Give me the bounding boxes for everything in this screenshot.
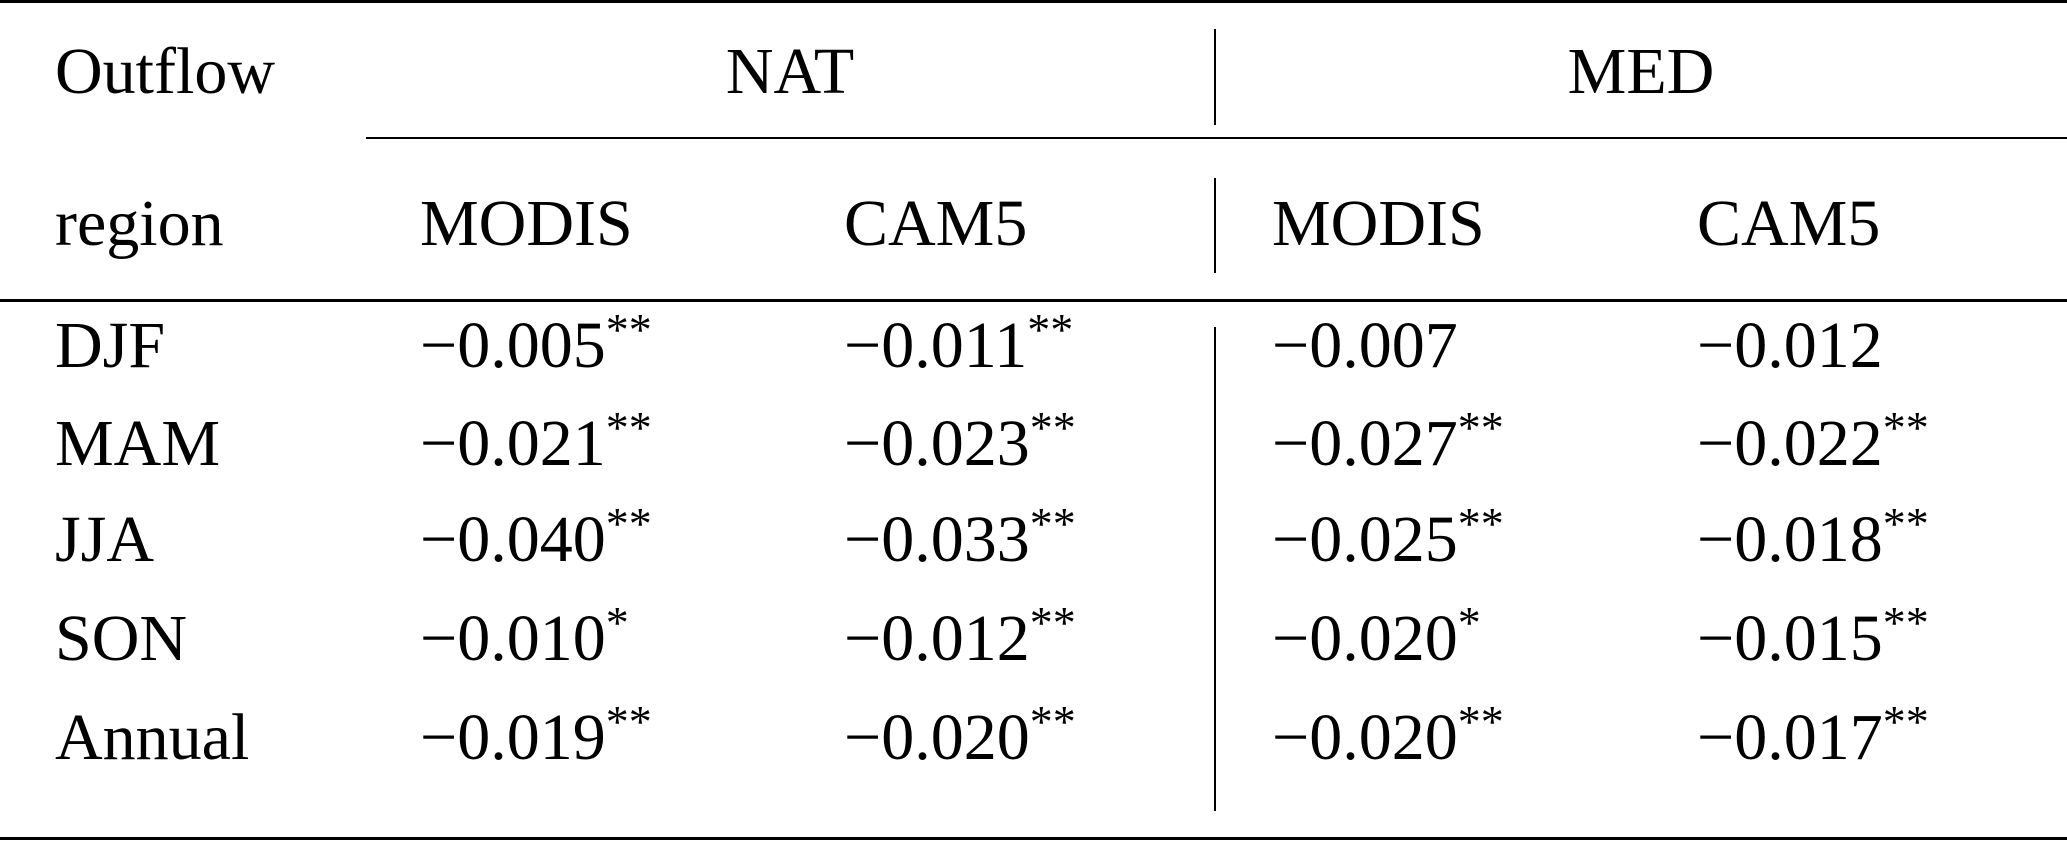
table-cell: −0.023** [844,402,1076,484]
significance-marker: ** [1029,498,1076,549]
column-header: CAM5 [844,187,1028,260]
table-cell: −0.012 [1697,306,1883,386]
cell-value: −0.023 [844,407,1030,480]
significance-marker: ** [1882,498,1929,549]
significance-marker: ** [605,498,652,549]
significance-marker: ** [1027,304,1074,355]
cell-value: −0.020 [1272,701,1458,774]
cell-value: −0.033 [844,503,1030,576]
significance-marker: ** [605,696,652,747]
cell-value: −0.018 [1697,503,1883,576]
group-header-med: MED [1567,35,1715,108]
column-divider [1214,29,1216,125]
table-cell: −0.010* [420,597,629,679]
row-label: SON [55,602,188,675]
table-cell: −0.020* [1272,597,1481,679]
cell-value: −0.017 [1697,701,1883,774]
column-divider [1214,327,1216,811]
significance-marker: ** [1457,696,1504,747]
header-rule [0,299,2067,302]
table-cell: −0.015** [1697,597,1929,679]
cell-value: −0.021 [420,407,606,480]
cell-value: −0.027 [1272,407,1458,480]
table-cell: −0.033** [844,498,1076,580]
row-label: DJF [55,309,166,382]
column-header: MODIS [420,187,633,260]
table-cell: −0.007 [1272,306,1458,386]
cell-value: −0.040 [420,503,606,576]
cell-value: −0.019 [420,701,606,774]
column-divider [1214,178,1216,273]
table-cell: −0.017** [1697,696,1929,778]
cell-value: −0.007 [1272,309,1458,382]
table-cell: −0.021** [420,402,652,484]
significance-marker: ** [605,304,652,355]
significance-marker: * [1457,597,1481,648]
significance-marker: ** [605,402,652,453]
table-cell: −0.020** [1272,696,1504,778]
cell-value: −0.022 [1697,407,1883,480]
column-header: CAM5 [1697,187,1881,260]
cell-value: −0.005 [420,309,606,382]
cell-value: −0.012 [844,602,1030,675]
bottom-rule [0,837,2067,840]
column-header: MODIS [1272,187,1485,260]
significance-marker: * [605,597,629,648]
top-rule [0,0,2067,3]
table-cell: −0.019** [420,696,652,778]
cell-value: −0.015 [1697,602,1883,675]
row-label: JJA [55,503,155,576]
significance-marker: ** [1029,402,1076,453]
cell-value: −0.025 [1272,503,1458,576]
significance-marker: ** [1882,696,1929,747]
group-rule [366,137,2067,139]
group-header-nat: NAT [725,35,855,108]
significance-marker: ** [1029,597,1076,648]
table-cell: −0.005** [420,304,652,386]
table-cell: −0.025** [1272,498,1504,580]
row-header-label: region [55,187,224,260]
cell-value: −0.011 [844,309,1028,382]
row-label: Annual [55,701,250,774]
table-cell: −0.020** [844,696,1076,778]
cell-value: −0.020 [1272,602,1458,675]
table-cell: −0.011** [844,304,1074,386]
table-cell: −0.018** [1697,498,1929,580]
table-cell: −0.022** [1697,402,1929,484]
significance-marker: ** [1457,402,1504,453]
significance-marker: ** [1882,402,1929,453]
significance-marker: ** [1457,498,1504,549]
significance-marker: ** [1029,696,1076,747]
table-cell: −0.027** [1272,402,1504,484]
row-header-label: Outflow [55,35,275,108]
row-label: MAM [55,407,221,480]
table-cell: −0.012** [844,597,1076,679]
significance-marker: ** [1882,597,1929,648]
cell-value: −0.012 [1697,309,1883,382]
table-cell: −0.040** [420,498,652,580]
cell-value: −0.010 [420,602,606,675]
cell-value: −0.020 [844,701,1030,774]
